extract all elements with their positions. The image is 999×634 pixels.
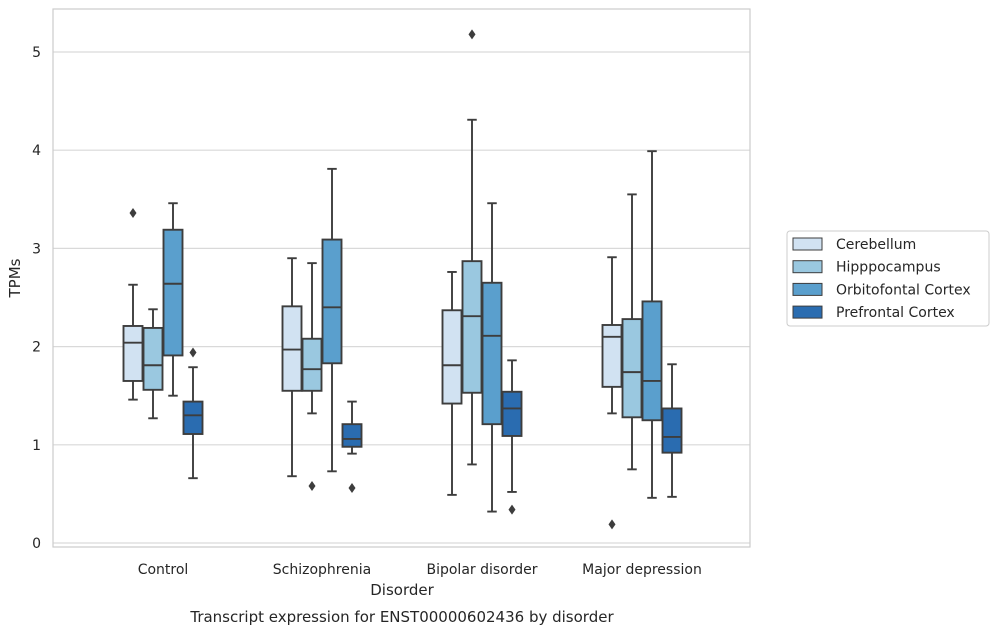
plot-frame xyxy=(52,8,751,548)
x-tick-label-bipolar-disorder: Bipolar disorder xyxy=(426,562,537,578)
box-hipppocampus-0 xyxy=(142,308,164,420)
legend-label-cerebellum: Cerebellum xyxy=(836,237,916,253)
legend-frame xyxy=(786,230,990,327)
x-tick-label-major-depression: Major depression xyxy=(582,562,702,578)
box-iqr xyxy=(661,407,683,454)
y-tick-label-2: 2 xyxy=(32,340,41,356)
box-orbitofontal-cortex-2 xyxy=(481,202,503,513)
legend-label-prefrontal-cortex: Prefrontal Cortex xyxy=(836,305,955,321)
box-iqr xyxy=(182,400,204,435)
box-iqr xyxy=(481,281,503,426)
box-hipppocampus-2 xyxy=(461,29,483,466)
box-iqr xyxy=(162,228,184,357)
box-orbitofontal-cortex-3 xyxy=(641,150,663,499)
box-iqr xyxy=(641,300,663,422)
box-prefrontal-cortex-1 xyxy=(341,400,363,494)
legend-swatch-orbitofontal-cortex xyxy=(792,282,823,296)
box-orbitofontal-cortex-1 xyxy=(321,167,343,473)
y-tick-label-5: 5 xyxy=(32,45,41,61)
box-prefrontal-cortex-3 xyxy=(661,363,683,498)
box-iqr xyxy=(321,238,343,365)
box-iqr xyxy=(142,326,164,391)
gridlines xyxy=(53,51,750,544)
box-iqr xyxy=(122,325,144,382)
box-hipppocampus-3 xyxy=(621,193,643,471)
box-iqr xyxy=(341,423,363,448)
legend-swatch-cerebellum xyxy=(792,237,823,251)
y-tick-label-1: 1 xyxy=(32,438,41,454)
flier-point-0 xyxy=(189,347,197,358)
y-tick-label-3: 3 xyxy=(32,241,41,257)
y-tick-label-4: 4 xyxy=(32,143,41,159)
box-iqr xyxy=(461,260,483,394)
y-axis-label: TPMs xyxy=(6,258,24,298)
legend-label-hipppocampus: Hipppocampus xyxy=(836,260,941,276)
y-tick-label-0: 0 xyxy=(32,536,41,552)
box-prefrontal-cortex-0 xyxy=(182,347,204,480)
flier-point-0 xyxy=(308,481,316,492)
x-tick-label-schizophrenia: Schizophrenia xyxy=(273,562,371,578)
box-iqr xyxy=(501,390,523,437)
x-axis-label: Disorder xyxy=(370,581,434,599)
flier-point-0 xyxy=(608,519,616,530)
flier-point-0 xyxy=(129,208,137,219)
x-axis-ticks: Control Schizophrenia Bipolar disorder Majo… xyxy=(138,562,702,578)
box-cerebellum-3 xyxy=(601,256,623,530)
flier-point-0 xyxy=(468,29,476,40)
chart-caption: Transcript expression for ENST0000060243… xyxy=(189,608,614,626)
x-tick-label-control: Control xyxy=(138,562,189,578)
box-cerebellum-1 xyxy=(281,257,303,478)
box-iqr xyxy=(601,324,623,388)
box-hipppocampus-1 xyxy=(301,262,323,492)
box-iqr xyxy=(301,337,323,392)
box-iqr xyxy=(441,309,463,405)
legend: Cerebellum Hipppocampus Orbitofontal Corte… xyxy=(786,230,990,327)
box-iqr xyxy=(281,305,303,392)
box-cerebellum-2 xyxy=(441,271,463,496)
box-orbitofontal-cortex-0 xyxy=(162,202,184,397)
box-cerebellum-0 xyxy=(122,208,144,401)
box-iqr xyxy=(621,318,643,419)
legend-swatch-prefrontal-cortex xyxy=(792,305,823,319)
flier-point-0 xyxy=(508,504,516,515)
legend-swatch-hipppocampus xyxy=(792,260,823,274)
flier-point-0 xyxy=(348,483,356,494)
boxes xyxy=(122,29,683,530)
y-axis-ticks: 0 1 2 3 4 5 xyxy=(32,45,41,552)
legend-label-orbitofontal-cortex: Orbitofontal Cortex xyxy=(836,282,971,298)
box-prefrontal-cortex-2 xyxy=(501,359,523,515)
